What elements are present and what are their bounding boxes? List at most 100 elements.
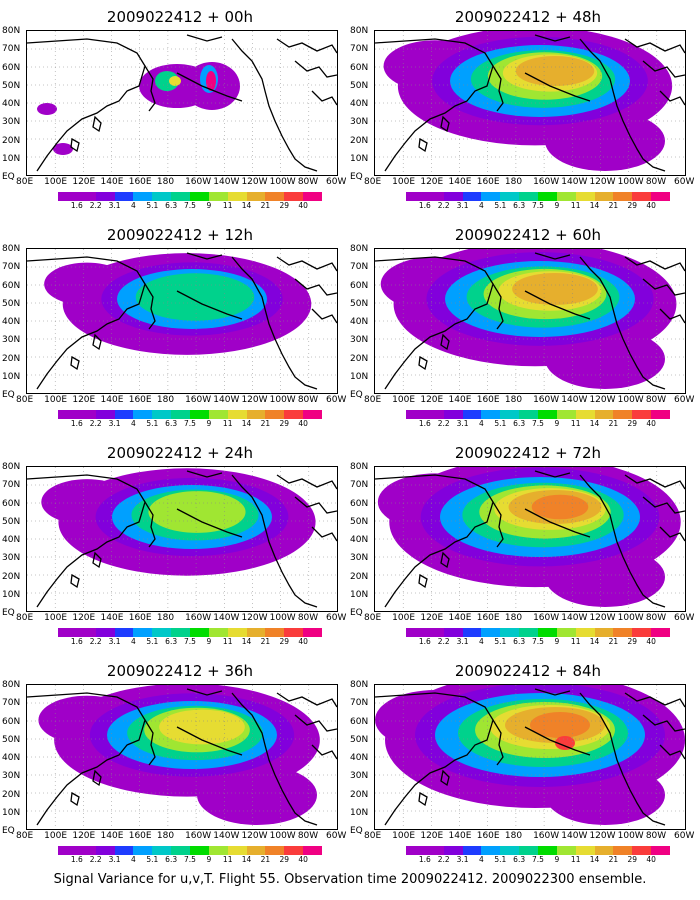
latitude-label: 50N [350, 80, 369, 91]
colorbar-box [114, 628, 134, 637]
colorbar-box [190, 410, 209, 419]
colorbar-box [406, 846, 425, 855]
colorbar-box [651, 192, 671, 201]
colorbar-label: 6.3 [165, 855, 178, 864]
coastline [176, 508, 243, 538]
colorbar-box [58, 410, 77, 419]
longitude-label: 120E [420, 177, 444, 187]
colorbar-box [424, 410, 444, 419]
longitude-label: 180 [156, 177, 175, 187]
longitude-label: 160E [128, 395, 152, 405]
colorbar-box [95, 410, 115, 419]
colorbar-box [152, 410, 172, 419]
longitude-label: 80E [16, 831, 34, 841]
colorbar-label: 9 [206, 419, 212, 428]
longitude-label: 100W [269, 831, 296, 841]
latitude-labels: 80N 70N 60N 50N 40N 30N 20N 10N EQ [350, 26, 372, 182]
colorbar-box [443, 846, 463, 855]
variance-contour [197, 765, 317, 825]
latitude-label: 10N [2, 589, 21, 600]
colorbar-box [406, 628, 425, 637]
panel-title: 2009022412 + 24h [106, 444, 254, 462]
latitude-label: 50N [2, 734, 21, 745]
longitude-label: 100W [269, 177, 296, 187]
coastline [375, 38, 494, 172]
colorbar-box [227, 192, 247, 201]
latitude-label: 30N [350, 553, 369, 564]
longitude-label: 80W [645, 831, 667, 841]
longitude-label: 160W [185, 831, 212, 841]
colorbar-box [76, 192, 96, 201]
colorbar-label: 21 [260, 201, 271, 210]
colorbar-label: 40 [298, 419, 308, 428]
colorbar-box [246, 846, 266, 855]
colorbar-label: 6.3 [165, 637, 178, 646]
colorbar-label: 6.3 [513, 201, 526, 210]
map-area [26, 248, 338, 394]
colorbar-label: 29 [279, 201, 290, 210]
colorbar-label: 6.3 [165, 419, 178, 428]
longitude-label: 140E [448, 613, 472, 623]
colorbar-label: 7.5 [184, 637, 196, 646]
colorbar-box [594, 628, 614, 637]
colorbar-label: 7.5 [532, 637, 544, 646]
colorbar-box [208, 192, 228, 201]
colorbar-box [575, 410, 595, 419]
colorbar-label: 2.2 [437, 637, 450, 646]
latitude-labels: 80N 70N 60N 50N 40N 30N 20N 10N EQ [350, 462, 372, 618]
map-panel: 2009022412 + 48h 80N 70N 60N 50N 40N 30N 20N 10N… [350, 6, 694, 214]
variance-contour [148, 491, 246, 533]
colorbar-label: 1.6 [418, 201, 431, 210]
longitude-label: 120E [420, 831, 444, 841]
longitude-labels: 80E 100E 120E 140E 160E 180 160W 140W 120W 100W 80… [16, 831, 346, 843]
coastline [642, 278, 685, 296]
colorbar-label: 1.6 [70, 201, 83, 210]
colorbar-label: 2.2 [89, 855, 102, 864]
variance-contour [53, 143, 73, 155]
coastline [176, 290, 243, 320]
panel-title: 2009022412 + 72h [454, 444, 602, 462]
colorbar-box [227, 628, 247, 637]
latitude-label: 30N [2, 771, 21, 782]
colorbar-label: 6.3 [513, 637, 526, 646]
colorbar-box [171, 192, 191, 201]
panel-title: 2009022412 + 48h [454, 8, 602, 26]
colorbar-label: 4 [131, 419, 136, 428]
latitude-label: 20N [2, 135, 21, 146]
latitude-label: 60N [2, 498, 21, 509]
variance-contour [545, 329, 665, 389]
colorbar-box [651, 628, 671, 637]
latitude-label: 30N [350, 771, 369, 782]
coastline [92, 333, 102, 351]
longitude-label: 80W [645, 613, 667, 623]
coastline [524, 508, 591, 538]
colorbar-box [171, 410, 191, 419]
latitude-label: 40N [350, 535, 369, 545]
colorbar-label: 4 [479, 419, 484, 428]
colorbar-label: 1.6 [418, 637, 431, 646]
longitude-label: 140W [561, 395, 588, 405]
colorbar-box [284, 192, 304, 201]
coastline [624, 474, 685, 490]
longitude-label: 60W [326, 613, 347, 623]
colorbar-label: 7.5 [184, 201, 196, 210]
coastline [579, 692, 666, 826]
map-panel: 2009022412 + 00h 80N 70N 60N 50N 40N 30N 20N 10N… [2, 6, 346, 214]
coastline [524, 726, 591, 756]
colorbar: 1.6 2.2 3.1 4 5.1 6.3 7.5 9 11 14 21 29 40 [58, 628, 323, 650]
colorbar-box [303, 846, 323, 855]
colorbar-box [594, 846, 614, 855]
colorbar-box [651, 846, 671, 855]
colorbar-box [246, 410, 266, 419]
colorbar-label: 40 [298, 855, 308, 864]
longitude-label: 120E [420, 613, 444, 623]
longitude-label: 180 [504, 395, 523, 405]
coastline [231, 692, 318, 826]
colorbar-box [265, 410, 285, 419]
colorbar-label: 21 [608, 201, 619, 210]
latitude-label: 60N [350, 280, 369, 291]
longitude-label: 180 [156, 831, 175, 841]
colorbar-label: 11 [222, 637, 233, 646]
coastline [231, 38, 318, 172]
map-area [26, 684, 338, 830]
